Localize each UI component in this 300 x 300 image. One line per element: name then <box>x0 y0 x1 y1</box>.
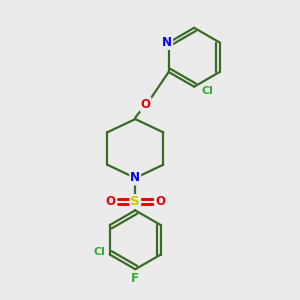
Text: O: O <box>141 98 151 111</box>
Text: F: F <box>131 272 139 285</box>
Text: N: N <box>130 172 140 184</box>
Text: S: S <box>130 195 140 208</box>
Text: N: N <box>162 36 172 49</box>
Text: O: O <box>106 195 116 208</box>
Text: O: O <box>155 195 165 208</box>
Text: Cl: Cl <box>202 86 213 96</box>
Text: Cl: Cl <box>94 247 105 256</box>
